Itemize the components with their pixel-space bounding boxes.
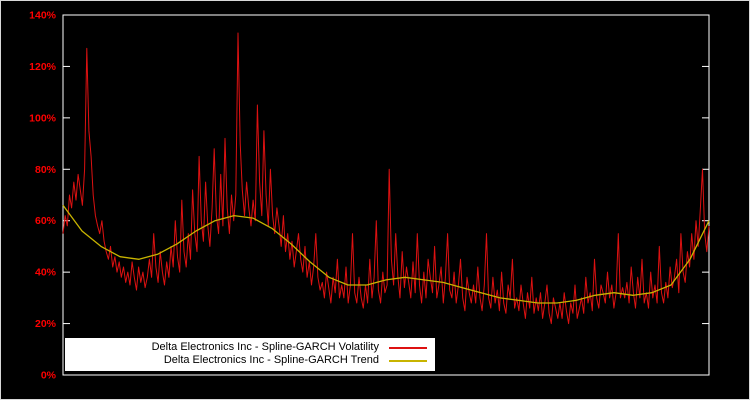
y-tick-label: 120%	[29, 61, 57, 73]
y-tick-label: 40%	[35, 267, 57, 279]
volatility-line	[62, 32, 710, 325]
plot-border	[62, 14, 710, 376]
legend: Delta Electronics Inc - Spline-GARCH Vol…	[65, 338, 435, 371]
y-tick-label: 80%	[35, 164, 57, 176]
series-lines	[62, 32, 710, 325]
legend-label-trend: Delta Electronics Inc - Spline-GARCH Tre…	[163, 354, 379, 366]
legend-line-sample-trend	[389, 359, 427, 362]
legend-line-sample-volatility	[389, 346, 427, 349]
y-tick-label: 0%	[41, 370, 57, 382]
axis-ticks	[63, 14, 709, 376]
y-tick-label: 60%	[35, 215, 57, 227]
trend-line	[62, 204, 710, 304]
y-tick-label: 140%	[29, 10, 57, 22]
y-tick-label: 20%	[35, 318, 57, 330]
y-axis-labels: 0% 20% 40% 60% 80% 100% 120% 140%	[29, 10, 57, 382]
y-tick-label: 100%	[29, 112, 57, 124]
legend-item-trend: Delta Electronics Inc - Spline-GARCH Tre…	[73, 354, 427, 367]
legend-label-volatility: Delta Electronics Inc - Spline-GARCH Vol…	[151, 341, 379, 353]
legend-item-volatility: Delta Electronics Inc - Spline-GARCH Vol…	[73, 341, 427, 354]
